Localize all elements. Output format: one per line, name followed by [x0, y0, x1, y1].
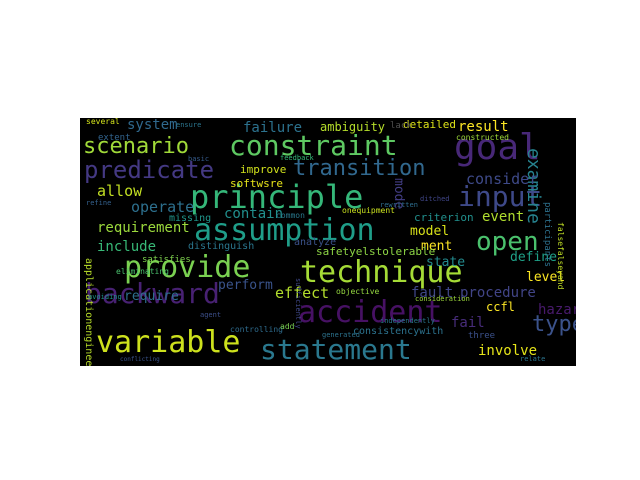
word-ment: ment	[421, 239, 453, 254]
word-distinguish: distinguish	[188, 241, 255, 252]
word-refine: refine	[86, 199, 112, 207]
word-define: define	[510, 250, 557, 265]
word-agent: agent	[200, 311, 222, 319]
word-constraint: constraint	[229, 129, 398, 162]
word-rewritten: rewritten	[380, 201, 418, 209]
word-principle: principle	[190, 178, 364, 216]
word-require: require	[124, 289, 179, 304]
word-independently: independently	[380, 317, 435, 325]
word-hazard: hazard	[538, 302, 576, 318]
word-scenario: scenario	[83, 134, 189, 159]
word-procedure: procedure	[460, 285, 536, 301]
word-input: input	[458, 180, 543, 213]
word-result: result	[458, 119, 509, 135]
word-operate: operate	[131, 198, 195, 216]
word-perform: perform	[218, 278, 273, 293]
word-open: open	[476, 227, 539, 257]
word-ensure: ensure	[176, 121, 202, 129]
word-feedback: feedback	[280, 154, 314, 162]
word-criterion: criterion	[414, 211, 474, 224]
word-generated: generated	[322, 331, 360, 339]
word-three: three	[468, 331, 496, 341]
word-mode: mode	[391, 178, 406, 210]
word-basic: basic	[188, 155, 210, 163]
word-extent: extent	[98, 133, 131, 143]
word-sufficiently: sufficiently	[294, 278, 302, 329]
word-relate: relate	[520, 355, 546, 363]
word-predicate: predicate	[84, 156, 215, 184]
word-system: system	[127, 118, 178, 133]
word-effect: effect	[275, 284, 330, 302]
word-objective: objective	[336, 287, 380, 296]
word-eliminating: eliminating	[116, 267, 169, 276]
word-contain: contain	[224, 206, 284, 222]
word-analyze: analyze	[294, 237, 337, 248]
word-onequipment: onequipment	[342, 206, 395, 215]
word-model: model	[410, 224, 450, 239]
word-falsefalseyand: falsefalseyand	[556, 222, 565, 290]
word-cloud: constraint goal scenario predicate trans…	[80, 118, 576, 366]
word-ambiguity: ambiguity	[320, 120, 386, 134]
word-detailed: detailed	[403, 118, 456, 131]
word-include: include	[97, 239, 157, 255]
word-lack: lack	[390, 121, 412, 131]
word-fail: fail	[451, 315, 485, 331]
word-requirement: requirement	[97, 220, 190, 236]
word-provide: provide	[124, 250, 251, 285]
word-softwsre: softwsre	[230, 177, 283, 190]
word-consideration: consideration	[415, 295, 470, 303]
word-improve: improve	[240, 163, 287, 176]
word-controlling: controlling	[230, 325, 283, 334]
word-satisfies: satisfies	[142, 255, 191, 265]
word-avoiding: avoiding	[88, 293, 122, 301]
word-consistencywith: consistencywith	[353, 326, 444, 337]
word-ccfl: ccfl	[486, 300, 515, 314]
word-conflicting: conflicting	[120, 356, 160, 363]
word-several: several	[86, 118, 120, 126]
word-transition: transition	[293, 156, 426, 181]
word-examine: examine	[523, 148, 544, 224]
word-assumption: assumption	[194, 213, 375, 248]
word-variable: variable	[96, 325, 241, 360]
word-missing: missing	[169, 213, 212, 224]
word-safetyelstolerable: safetyelstolerable	[316, 245, 436, 258]
word-involve: involve	[478, 343, 538, 359]
word-applicationengineers: applicationengineers	[83, 258, 94, 366]
word-consider: consider	[466, 170, 539, 188]
word-constructed: constructed	[456, 133, 509, 142]
word-failure: failure	[243, 120, 303, 136]
word-statement: statement	[260, 333, 412, 366]
word-ditched: ditched	[420, 195, 450, 203]
word-level: level	[526, 270, 566, 285]
word-backward: backward	[85, 277, 220, 310]
word-event: event	[482, 209, 525, 225]
word-accident: accident	[298, 295, 443, 330]
word-add: add	[280, 322, 295, 331]
word-technique: technique	[300, 255, 463, 290]
word-participants: participants	[542, 202, 552, 268]
word-common: common	[276, 211, 305, 220]
word-state: state	[426, 255, 466, 270]
word-goal: goal	[454, 127, 541, 168]
word-fault: fault	[411, 285, 454, 301]
word-allow: allow	[97, 182, 143, 200]
